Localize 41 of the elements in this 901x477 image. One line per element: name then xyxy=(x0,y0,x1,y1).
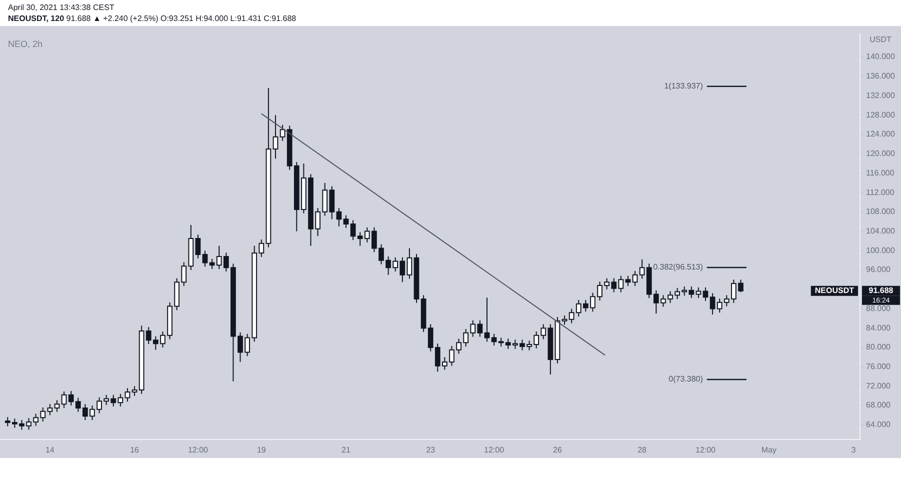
y-tick-label: 124.000 xyxy=(866,130,896,139)
x-tick-label: 12:00 xyxy=(188,445,209,454)
x-tick-label: 16 xyxy=(130,445,140,454)
y-tick-label: 116.000 xyxy=(866,168,895,178)
annotation: NEOUSDT xyxy=(814,286,854,296)
x-tick-label: 12:00 xyxy=(484,445,505,454)
annotation: NEO, 2h xyxy=(8,38,43,49)
y-tick-label: 108.000 xyxy=(866,207,896,216)
x-tick-label: 28 xyxy=(638,445,648,454)
chart-subtitle: April 30, 2021 13:43:38 CEST xyxy=(8,2,116,13)
x-tick-label: 19 xyxy=(256,445,266,454)
ref-line-label: 0.382(96.513) xyxy=(653,262,704,272)
text: 91.688 ▲ +2.240 (+2.5%) O:93.251 H:94.000 L:91.431 C:91.688 xyxy=(66,14,296,23)
text: 91.688 xyxy=(868,286,894,296)
x-tick-label: 12:00 xyxy=(695,445,716,454)
x-tick-label: 21 xyxy=(342,445,351,454)
y-tick-label: 76.000 xyxy=(866,362,892,371)
y-tick-label: 84.000 xyxy=(866,323,892,332)
y-tick-label: 140.000 xyxy=(866,52,896,62)
y-tick-label: 68.000 xyxy=(866,400,892,410)
y-tick-label: 120.000 xyxy=(866,149,896,158)
y-tick-label: 136.000 xyxy=(866,72,896,81)
y-axis-title: USDT xyxy=(870,35,892,44)
chart-title: NEOUSDT, 120 xyxy=(8,14,64,23)
x-tick-label: 3 xyxy=(851,445,856,454)
ref-line-label: 1(133.937) xyxy=(664,82,704,91)
y-tick-label: 132.000 xyxy=(866,90,896,100)
x-tick-label: 14 xyxy=(45,445,55,454)
y-tick-label: 88.000 xyxy=(866,304,892,313)
y-tick-label: 96.000 xyxy=(866,265,892,274)
y-tick-label: 72.000 xyxy=(866,381,892,390)
x-tick-label: 23 xyxy=(426,445,436,454)
y-tick-label: 128.000 xyxy=(866,110,896,120)
x-tick-label: 26 xyxy=(553,445,562,454)
y-tick-label: 64.000 xyxy=(866,420,892,430)
y-tick-label: 80.000 xyxy=(866,342,892,352)
y-tick-label: 112.000 xyxy=(866,188,895,197)
y-tick-label: 104.000 xyxy=(866,226,896,236)
x-tick-label: May xyxy=(761,445,777,454)
ref-line-label: 0(73.380) xyxy=(668,374,704,384)
y-tick-label: 100.000 xyxy=(866,246,896,255)
